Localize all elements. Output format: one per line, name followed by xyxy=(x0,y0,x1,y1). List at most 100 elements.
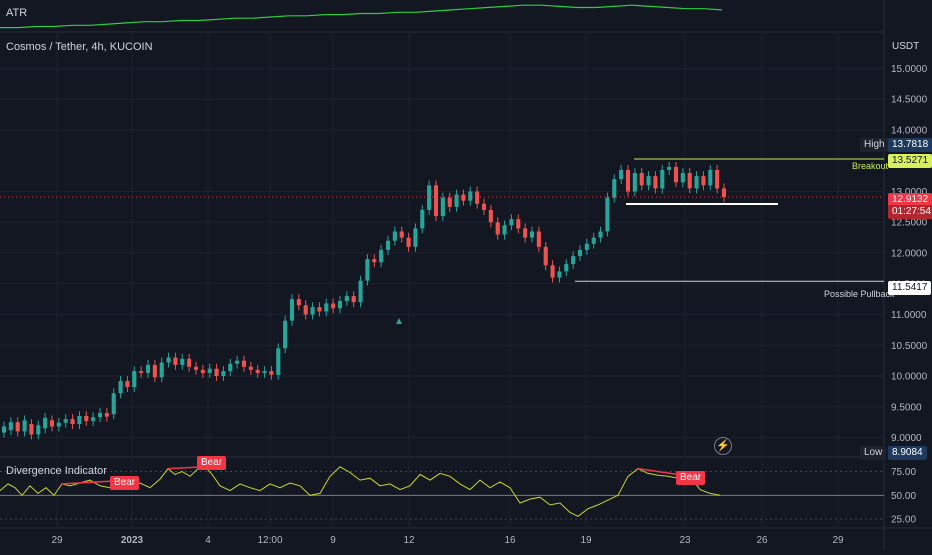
candle xyxy=(399,226,404,243)
candle xyxy=(49,415,55,432)
candle xyxy=(447,192,452,212)
candle-body xyxy=(118,380,123,394)
candle-body xyxy=(111,393,116,415)
candle-body xyxy=(56,422,61,427)
candle xyxy=(529,226,535,243)
candle xyxy=(385,235,391,255)
price-axis[interactable]: 15.0000 14.5000 14.0000 13.0000 12.5000 12.00… xyxy=(891,64,928,526)
candle-body xyxy=(289,299,295,321)
candle-body xyxy=(687,173,692,189)
candle xyxy=(235,355,240,369)
candle xyxy=(523,223,528,243)
candle xyxy=(577,245,583,261)
candle xyxy=(118,376,123,399)
candle xyxy=(207,363,212,378)
candle-body xyxy=(708,169,713,186)
current-price-badge: 12.9132 xyxy=(888,193,932,207)
candle-body xyxy=(427,185,432,210)
candle-body xyxy=(715,169,720,189)
candle-body xyxy=(433,185,439,217)
candle xyxy=(413,223,418,252)
candle xyxy=(454,189,459,212)
candle xyxy=(632,168,637,197)
candle-body xyxy=(207,368,212,373)
price-tick-label: 10.0000 xyxy=(891,372,928,383)
candle-body xyxy=(413,228,418,247)
candle-body xyxy=(324,303,329,312)
time-tick-label: 12 xyxy=(403,535,415,546)
candle xyxy=(344,291,349,306)
candle xyxy=(639,168,644,191)
main-pane[interactable] xyxy=(0,158,884,440)
breakout-value-badge: 13.5271 xyxy=(888,154,932,168)
candle xyxy=(303,300,308,320)
candle xyxy=(406,232,411,252)
candle xyxy=(331,298,336,314)
candle xyxy=(694,171,699,194)
candle xyxy=(166,352,171,368)
candle xyxy=(667,161,672,175)
candle-body xyxy=(221,371,226,377)
candle xyxy=(358,275,363,308)
candle xyxy=(255,364,260,378)
candle-body xyxy=(646,176,651,186)
price-tick-label: 10.5000 xyxy=(891,341,928,352)
candle xyxy=(1,421,7,438)
candle xyxy=(543,241,548,271)
candle-body xyxy=(557,271,562,278)
candle-body xyxy=(43,417,48,429)
candle xyxy=(420,205,425,234)
candle-body xyxy=(132,371,137,388)
candle-body xyxy=(536,231,541,247)
candle xyxy=(22,415,27,437)
candle xyxy=(296,294,301,311)
candle-body xyxy=(468,191,473,201)
candle-body xyxy=(475,191,480,204)
time-axis[interactable]: 29 2023 4 12:00 9 12 16 19 23 26 29 xyxy=(51,535,844,546)
candle-body xyxy=(166,357,171,363)
atr-title: ATR xyxy=(6,7,28,19)
candle xyxy=(310,302,315,320)
candle xyxy=(481,198,487,215)
candle xyxy=(680,168,685,188)
candle xyxy=(708,165,713,191)
candle xyxy=(598,226,603,243)
symbol-title[interactable]: Cosmos / Tether, 4h, KUCOIN xyxy=(6,41,153,53)
candle xyxy=(159,357,164,383)
indicator-tick-label: 75.00 xyxy=(891,467,916,478)
candle xyxy=(365,254,370,286)
time-tick-label: 23 xyxy=(679,535,691,546)
bear-badge-3: Bear xyxy=(676,471,706,485)
candle-body xyxy=(173,357,178,365)
candle-body xyxy=(77,416,82,425)
candle-body xyxy=(15,422,20,432)
candle-body xyxy=(248,366,253,370)
candle xyxy=(509,214,514,231)
candle xyxy=(56,417,61,432)
candle-body xyxy=(372,259,377,263)
price-tick-label: 12.5000 xyxy=(891,218,928,229)
bear-badge-2: Bear xyxy=(197,456,227,470)
price-tick-label: 12.0000 xyxy=(891,249,928,260)
candle xyxy=(248,361,253,375)
candle xyxy=(461,189,466,206)
candle-body xyxy=(180,358,185,365)
pullback-label: Possible Pullback xyxy=(824,289,895,299)
candle xyxy=(214,363,219,381)
candle xyxy=(687,168,692,194)
candle-body xyxy=(660,169,665,189)
price-tick-label: 15.0000 xyxy=(891,64,928,75)
candle-body xyxy=(317,307,322,312)
candle xyxy=(495,217,500,240)
lightning-icon[interactable]: ⚡ xyxy=(714,437,732,455)
candle xyxy=(283,315,288,354)
candle xyxy=(97,408,103,423)
indicator-pane xyxy=(0,466,884,520)
candle-body xyxy=(276,348,281,375)
candle xyxy=(673,161,679,188)
candle-body xyxy=(365,259,370,281)
candle xyxy=(468,186,473,206)
